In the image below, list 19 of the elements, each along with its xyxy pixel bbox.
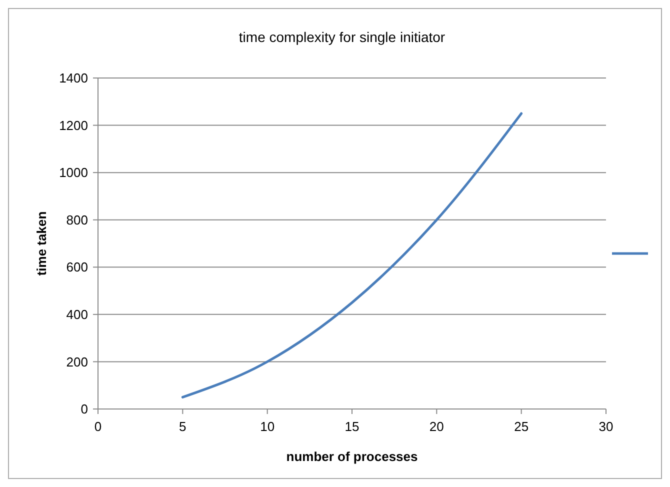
x-tick-label: 10	[260, 419, 275, 434]
y-tick-label: 400	[66, 306, 88, 322]
x-tick-label: 15	[344, 419, 360, 434]
y-tick-label: 0	[80, 402, 88, 417]
line-series	[181, 112, 523, 398]
y-tick-label: 200	[66, 354, 88, 370]
x-axis-title: number of processes	[286, 449, 418, 464]
x-tick-label: 5	[179, 419, 186, 434]
x-tick-label: 25	[514, 419, 529, 434]
y-tick-label: 1000	[59, 165, 88, 180]
x-tick-label: 30	[598, 419, 614, 434]
y-tick-label: 1400	[59, 70, 88, 86]
y-axis-title: time taken	[34, 211, 49, 276]
chart-title: time complexity for single initiator	[238, 29, 446, 45]
x-tick-label: 20	[429, 419, 444, 434]
y-tick-label: 1200	[59, 118, 88, 133]
x-tick-label: 0	[94, 419, 102, 434]
y-tick-label: 800	[66, 212, 88, 228]
y-tick-label: 600	[66, 260, 88, 275]
